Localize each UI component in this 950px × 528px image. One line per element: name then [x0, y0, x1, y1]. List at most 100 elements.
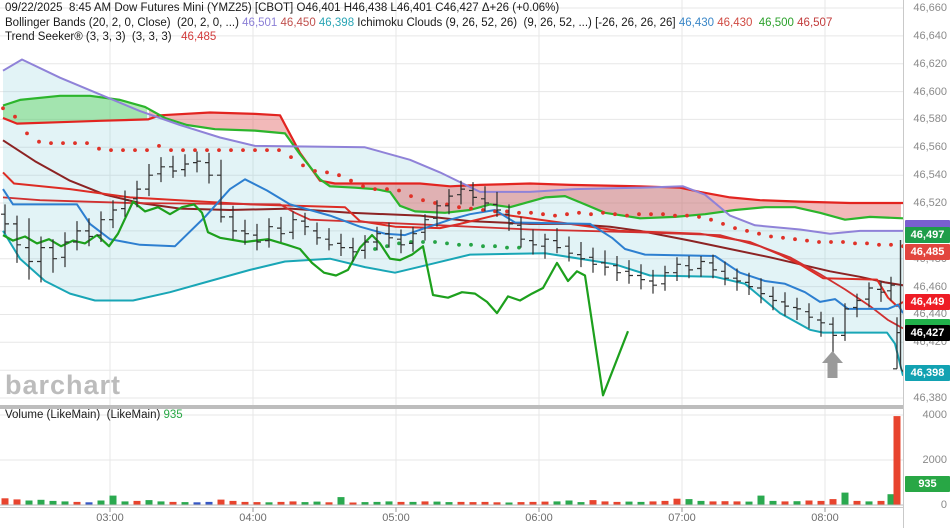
ohlc-bar	[37, 236, 45, 283]
ohlc-bar	[589, 247, 597, 273]
trend-seeker-sell-dot	[37, 139, 41, 144]
trend-seeker-sell-dot	[637, 212, 641, 217]
trend-seeker-sell-dot	[877, 242, 881, 247]
ohlc-bar	[565, 236, 573, 262]
trend-seeker-sell-dot	[745, 229, 749, 233]
volume-bar	[829, 499, 837, 505]
legend-segment: 46,398	[315, 16, 355, 29]
plot-area[interactable]	[0, 0, 909, 505]
bollinger-lower-line	[2, 230, 903, 377]
legend-studies-line[interactable]: Bollinger Bands (20, 2, 0, Close) (20, 2…	[5, 16, 832, 31]
volume-bar	[241, 501, 249, 505]
trend-seeker-buy-dot	[493, 244, 497, 249]
volume-bar	[109, 495, 117, 505]
trend-seeker-sell-dot	[205, 148, 209, 153]
ohlc-bar	[769, 286, 777, 311]
ohlc-bar	[445, 189, 453, 215]
trend-seeker-sell-dot	[625, 213, 629, 218]
volume-bar	[49, 500, 57, 505]
legend-trend-seeker-line[interactable]: Trend Seeker® (3, 3, 3) (3, 3, 3) 46,485	[5, 30, 832, 45]
legend-segment: 46,485	[181, 31, 217, 43]
ohlc-bar	[373, 226, 381, 251]
ohlc-bar	[385, 222, 393, 248]
trend-seeker-buy-dot	[397, 241, 401, 246]
legend-segment: Bollinger Bands (20, 2, 0, Close) (20, 2…	[5, 16, 243, 29]
volume-bar	[73, 501, 81, 505]
price-axis[interactable]: 46,660 46,640 46,620 46,600 46,580 46,560 46,5…	[903, 0, 950, 528]
volume-bar	[877, 500, 885, 505]
trend-seeker-sell-dot	[265, 148, 269, 153]
ohlc-bar	[313, 222, 321, 245]
ohlc-bar	[817, 311, 825, 337]
badge-trend-seeker: 46,485	[905, 244, 950, 260]
trend-seeker-sell-dot	[217, 148, 221, 153]
ohlc-bar	[781, 292, 789, 316]
trend-seeker-sell-dot	[361, 184, 365, 189]
volume-bar	[565, 500, 573, 505]
trend-seeker-buy-dot	[481, 244, 485, 249]
volume-bar	[697, 500, 705, 505]
volume-bar	[781, 501, 789, 505]
price-axis-label: 46,560	[913, 141, 947, 153]
ohlc-bar	[481, 186, 489, 212]
ohlc-bar	[505, 204, 513, 231]
trend-seeker-sell-dot	[697, 215, 701, 219]
volume-bar	[541, 501, 549, 505]
volume-bar	[769, 500, 777, 505]
time-axis-label: 06:00	[525, 512, 553, 524]
volume-bar	[625, 501, 633, 505]
badge-last-price: 46,427	[905, 325, 950, 341]
price-axis-label: 46,580	[913, 113, 947, 125]
legend-segment: 46,450	[277, 16, 316, 29]
time-axis[interactable]: 03:00 04:00 05:00 06:00 07:00 08:00	[0, 508, 950, 528]
pane-separator[interactable]	[0, 405, 950, 409]
trend-seeker-sell-dot	[349, 178, 353, 183]
ohlc-bar	[421, 214, 429, 241]
volume-bar	[673, 498, 681, 505]
legend-segment: Trend Seeker® (3, 3, 3) (3, 3, 3)	[5, 31, 182, 43]
ohlc-bar	[457, 180, 465, 205]
ohlc-bar	[349, 237, 357, 262]
trend-seeker-sell-dot	[289, 155, 293, 160]
volume-bar	[193, 502, 201, 505]
trend-seeker-sell-dot	[73, 141, 77, 146]
trend-seeker-sell-dot	[733, 226, 737, 231]
volume-axis-label: 0	[940, 499, 947, 511]
ohlc-bar	[205, 152, 213, 184]
volume-bar	[169, 501, 177, 505]
ohlc-bar	[217, 159, 225, 223]
up-arrow-annotation	[822, 351, 843, 378]
volume-bar	[493, 502, 501, 505]
volume-bar	[409, 501, 417, 505]
ohlc-bar	[865, 282, 873, 308]
trend-seeker-sell-dot	[433, 201, 437, 205]
volume-legend[interactable]: Volume (LikeMain) (LikeMain) 935	[5, 409, 183, 421]
ohlc-bar	[577, 242, 585, 268]
time-axis-label: 08:00	[811, 512, 839, 524]
ichimoku-green-cloud	[3, 95, 147, 124]
trend-seeker-sell-dot	[241, 148, 245, 153]
badge-senkou-a: 46,497	[905, 227, 950, 243]
trend-seeker-sell-dot	[181, 148, 185, 153]
volume-bar	[733, 501, 741, 505]
legend-segment: 46,430	[678, 16, 715, 29]
trend-seeker-sell-dot	[397, 188, 401, 193]
trend-seeker-sell-dot	[61, 141, 65, 146]
volume-bar	[421, 501, 429, 505]
volume-bar	[589, 500, 597, 505]
ichimoku-red-cloud	[149, 109, 901, 220]
ohlc-bar	[61, 232, 69, 268]
trend-seeker-buy-dot	[421, 240, 425, 244]
trend-seeker-sell-dot	[505, 209, 509, 214]
volume-bar	[277, 501, 285, 505]
trend-seeker-sell-dot	[901, 244, 903, 249]
ohlc-bar	[601, 250, 609, 276]
ohlc-bar	[13, 215, 21, 263]
trend-seeker-sell-dot	[133, 148, 137, 153]
ohlc-bar	[1, 204, 9, 234]
volume-bar	[709, 501, 717, 505]
trend-seeker-sell-dot	[577, 210, 581, 215]
ohlc-bar	[613, 256, 621, 281]
volume-bar	[793, 501, 801, 505]
